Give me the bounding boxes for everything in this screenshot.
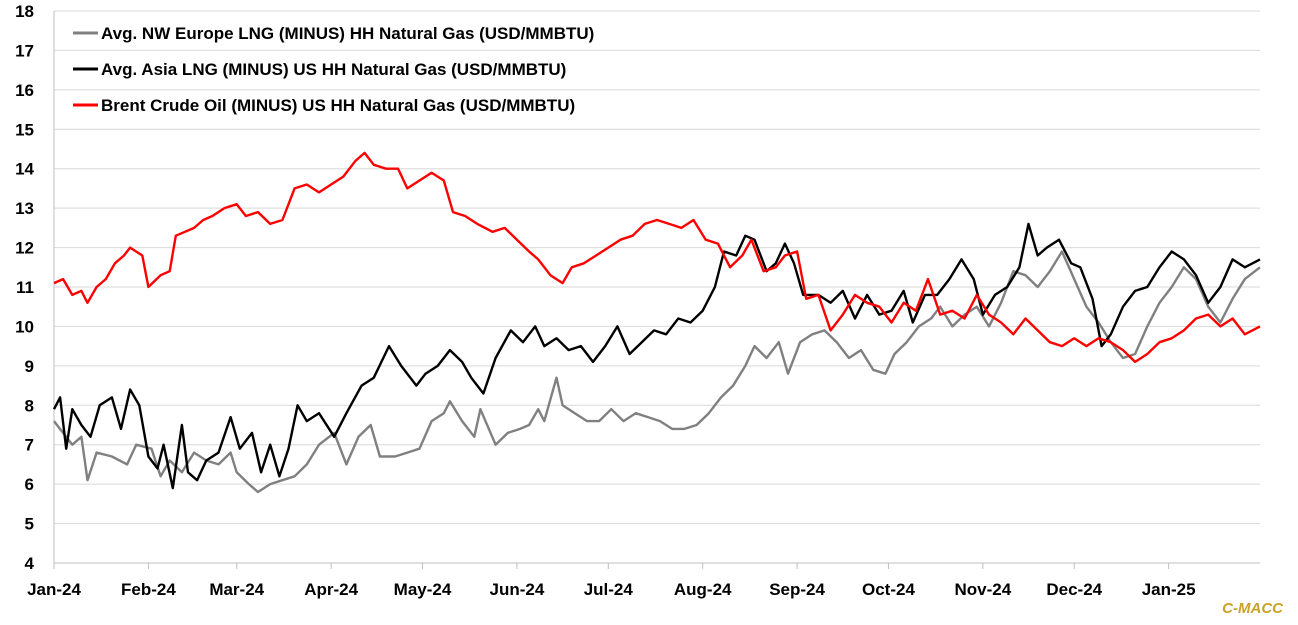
y-tick-label: 14 — [15, 160, 34, 179]
series-line-2 — [52, 222, 1261, 490]
x-tick-label: Nov-24 — [955, 580, 1012, 599]
x-tick-label: Jul-24 — [584, 580, 634, 599]
y-tick-label: 9 — [25, 357, 34, 376]
y-tick-label: 12 — [15, 239, 34, 258]
series-line-3 — [53, 151, 1261, 364]
legend: Avg. NW Europe LNG (MINUS) HH Natural Ga… — [73, 24, 594, 115]
watermark-label: C-MACC — [1222, 600, 1284, 617]
x-tick-label: Jan-24 — [27, 580, 81, 599]
y-tick-label: 18 — [15, 2, 34, 21]
y-tick-label: 11 — [16, 278, 34, 297]
x-tick-label: Jan-25 — [1142, 580, 1196, 599]
x-tick-label: Mar-24 — [209, 580, 264, 599]
y-tick-label: 7 — [25, 436, 34, 455]
legend-label: Avg. Asia LNG (MINUS) US HH Natural Gas … — [101, 60, 566, 79]
legend-label: Brent Crude Oil (MINUS) US HH Natural Ga… — [101, 96, 575, 115]
x-tick-label: Jun-24 — [490, 580, 545, 599]
y-tick-label: 15 — [15, 120, 34, 139]
y-tick-label: 4 — [25, 554, 35, 573]
x-tick-label: Aug-24 — [674, 580, 732, 599]
legend-label: Avg. NW Europe LNG (MINUS) HH Natural Ga… — [101, 24, 594, 43]
y-tick-label: 17 — [15, 41, 34, 60]
x-tick-label: May-24 — [394, 580, 452, 599]
x-tick-label: Apr-24 — [304, 580, 358, 599]
y-tick-label: 10 — [15, 317, 34, 336]
y-tick-label: 8 — [25, 396, 34, 415]
gridlines — [54, 10, 1260, 564]
axes: 4 5 6 7 8 9 10 11 12 13 14 15 16 17 18 Jan-24 Feb-24 Mar-… — [15, 2, 1260, 599]
x-tick-label: Oct-24 — [862, 580, 915, 599]
x-tick-label: Sep-24 — [769, 580, 825, 599]
y-tick-label: 13 — [15, 199, 34, 218]
y-tick-label: 5 — [25, 515, 34, 534]
x-tick-label: Dec-24 — [1046, 580, 1102, 599]
y-tick-label: 16 — [15, 81, 34, 100]
y-tick-label: 6 — [25, 475, 34, 494]
series-lines — [52, 151, 1261, 494]
series-line-1 — [53, 250, 1261, 494]
x-tick-label: Feb-24 — [121, 580, 176, 599]
